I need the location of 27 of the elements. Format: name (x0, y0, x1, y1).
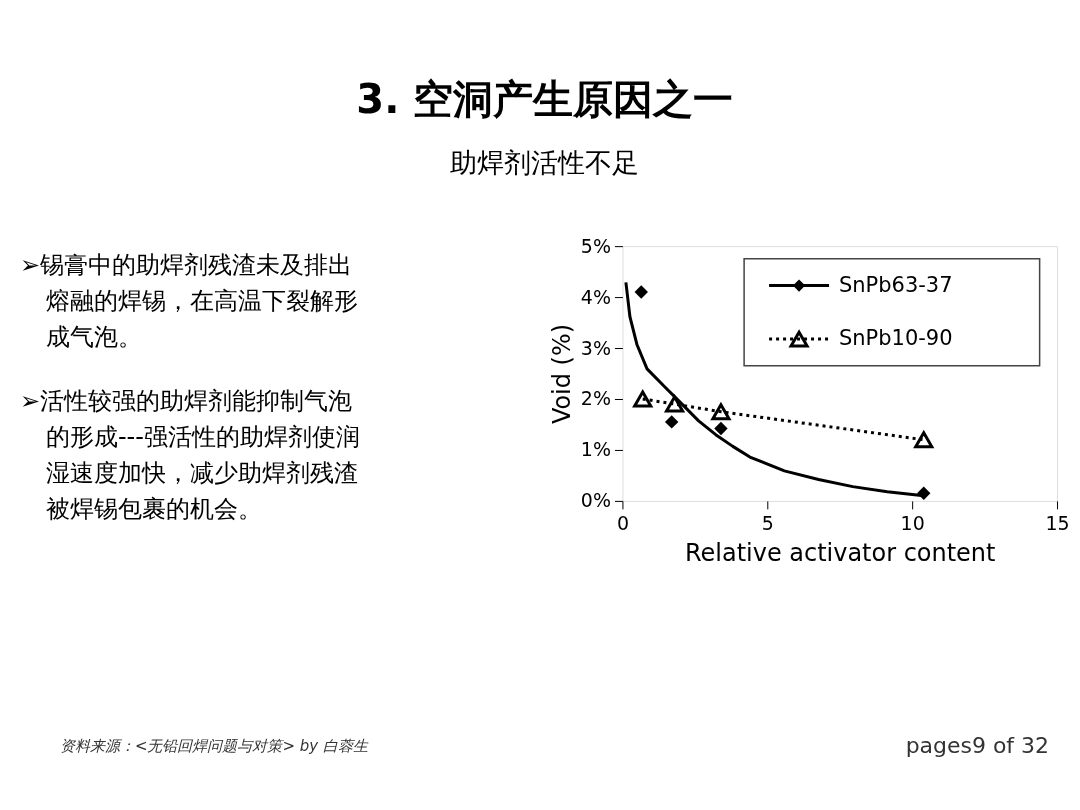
chart-title: 3. 空洞产生原因之一 (356, 75, 734, 122)
y-tick-label: 4% (580, 285, 611, 308)
point (914, 431, 934, 449)
text: ➢锡膏中的助焊剂残渣未及排出熔融的焊锡，在高温下裂解形成气泡。 (19, 251, 358, 352)
text: ➢活性较强的助焊剂能抑制气泡的形成---强活性的助焊剂使润湿速度加快，减少助焊剂残渣被焊锡包裹的机会。 (19, 386, 360, 523)
x-tick-label: 15 (1045, 512, 1070, 535)
point (714, 421, 728, 436)
x-tick-label: 5 (761, 512, 774, 535)
text: 资料来源：<无铅回焊问题与对策> by 白蓉生 (59, 736, 369, 755)
text: pages9 of 32 (905, 732, 1050, 758)
point (633, 390, 653, 408)
legend-label: SnPb63-37 (839, 272, 953, 297)
point (664, 415, 679, 429)
x-tick-label: 10 (900, 512, 925, 535)
point (634, 285, 648, 299)
y-tick-label: 1% (580, 438, 611, 461)
chart-subtitle: 助焊剂活性不足 (450, 146, 640, 178)
point (711, 403, 731, 421)
point (665, 395, 685, 413)
y-tick-label: 3% (580, 336, 611, 359)
y-tick-label: 5% (580, 234, 611, 257)
x-tick-label: 0 (616, 512, 629, 535)
legend-label: SnPb10-90 (839, 326, 953, 351)
y-tick-label: 0% (580, 489, 611, 512)
x-axis-title: Relative activator content (685, 539, 996, 568)
y-axis-title: Void (%) (547, 323, 576, 425)
y-tick-label: 2% (580, 387, 611, 410)
